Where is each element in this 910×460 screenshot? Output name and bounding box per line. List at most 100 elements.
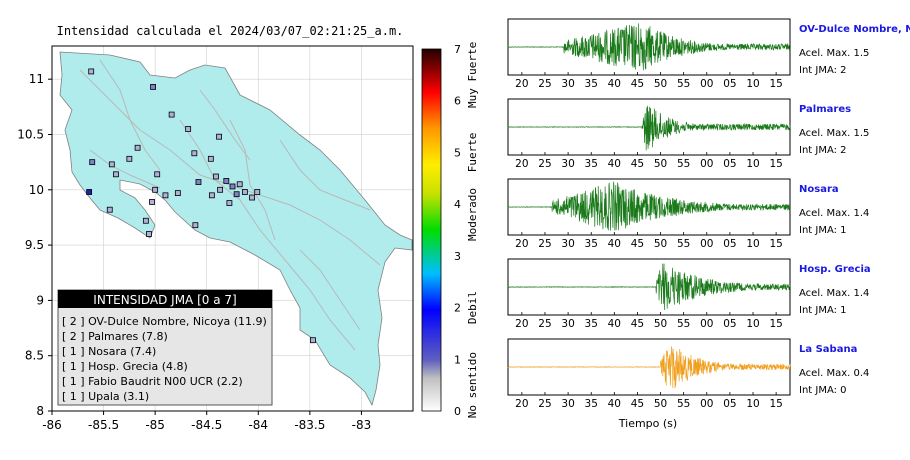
station-marker — [213, 173, 219, 180]
waveform-x-tick-label: 20 — [515, 158, 528, 170]
waveform-x-tick-label: 15 — [769, 238, 782, 250]
colorbar-tick-label: 5 — [454, 146, 461, 159]
waveform-x-tick-label: 30 — [561, 158, 574, 170]
station-marker — [229, 183, 236, 190]
waveform-x-tick-label: 45 — [631, 78, 644, 90]
station-marker — [154, 171, 161, 178]
waveform-x-tick-label: 40 — [608, 238, 621, 250]
waveform-jma-intensity: Int JMA: 1 — [799, 225, 847, 236]
waveform-trace — [507, 346, 791, 389]
map-plot: -86 -85.5 -85 -84.5 -84 -83.5 -83 8 8.5 9 9.5 10 10… — [17, 45, 414, 432]
waveform-panel: 20 25 30 35 40 45 50 55 00 05 10 15 Palmares Acel. Ma… — [507, 98, 869, 170]
station-marker — [150, 84, 156, 90]
waveform-trace — [507, 105, 791, 151]
waveform-trace — [507, 181, 791, 231]
waveform-accel-max: Acel. Max. 0.4 — [799, 368, 869, 379]
station-marker — [106, 206, 113, 213]
waveform-x-tick-label: 25 — [538, 318, 551, 330]
station-marker — [88, 68, 95, 75]
legend-item: [ 2 ] Palmares (7.8) — [62, 330, 168, 343]
waveform-x-tick-label: 05 — [723, 158, 736, 170]
waveform-x-tick-label: 10 — [746, 238, 759, 250]
map-x-tick-label: -83 — [352, 418, 372, 432]
map-y-tick-label: 10.5 — [17, 127, 44, 141]
colorbar-category-label: Moderado — [466, 188, 479, 241]
waveform-x-tick-label: 30 — [561, 238, 574, 250]
station-marker — [241, 189, 248, 195]
waveform-x-tick-label: 45 — [631, 158, 644, 170]
waveform-panel: 20 25 30 35 40 45 50 55 00 05 10 15 OV-Dulce Nombre,… — [507, 18, 910, 90]
waveform-x-tick-label: 00 — [700, 158, 713, 170]
waveform-x-tick-label: 00 — [700, 78, 713, 90]
colorbar-tick-label: 3 — [454, 250, 461, 263]
map-y-axis: 8 8.5 9 9.5 10 10.5 11 — [17, 72, 52, 418]
waveform-x-tick-label: 15 — [769, 318, 782, 330]
station-marker — [113, 171, 119, 178]
waveform-x-tick-label: 30 — [561, 318, 574, 330]
waveform-x-label: Tiempo (s) — [618, 417, 677, 430]
colorbar-tick-label: 1 — [454, 353, 461, 366]
legend-header — [58, 290, 272, 308]
waveform-x-tick-label: 40 — [608, 158, 621, 170]
waveform-x-tick-label: 10 — [746, 318, 759, 330]
waveform-x-tick-label: 20 — [515, 238, 528, 250]
waveform-jma-intensity: Int JMA: 2 — [799, 65, 847, 76]
waveform-panel: 20 25 30 35 40 45 50 55 00 05 10 15 Hosp. Grecia Acel… — [507, 258, 871, 330]
costa-rica-land — [59, 51, 413, 407]
waveform-jma-intensity: Int JMA: 2 — [799, 145, 847, 156]
waveform-accel-max: Acel. Max. 1.4 — [799, 288, 869, 299]
waveform-accel-max: Acel. Max. 1.4 — [799, 208, 869, 219]
legend-item: [ 2 ] OV-Dulce Nombre, Nicoya (11.9) — [62, 315, 267, 328]
map-x-tick-label: -85.5 — [88, 418, 119, 432]
waveform-jma-intensity: Int JMA: 1 — [799, 305, 847, 316]
map-x-tick-label: -84.5 — [191, 418, 222, 432]
map-frame — [51, 45, 414, 412]
station-marker — [108, 161, 115, 168]
map-x-tick-label: -83.5 — [294, 418, 325, 432]
waveform-x-tick-label: 35 — [585, 318, 598, 330]
waveform-x-tick-label: 05 — [723, 318, 736, 330]
waveform-x-tick-label: 25 — [538, 238, 551, 250]
waveform-station-name: La Sabana — [799, 344, 857, 355]
station-marker — [217, 186, 224, 193]
waveform-x-tick-label: 05 — [723, 238, 736, 250]
map-y-tick-label: 11 — [29, 72, 44, 86]
waveform-accel-max: Acel. Max. 1.5 — [799, 128, 869, 139]
waveform-x-tick-label: 55 — [677, 318, 690, 330]
waveform-x-tick-label: 55 — [677, 158, 690, 170]
waveform-x-tick-label: 55 — [677, 398, 690, 410]
station-marker — [236, 181, 243, 188]
station-marker — [149, 199, 155, 205]
station-markers — [86, 68, 316, 344]
waveform-x-tick-label: 25 — [538, 158, 551, 170]
waveform-x-tick-label: 50 — [654, 398, 667, 410]
road-network — [79, 59, 381, 351]
waveform-x-tick-label: 00 — [700, 238, 713, 250]
waveform-x-tick-label: 25 — [538, 78, 551, 90]
waveform-accel-max: Acel. Max. 1.5 — [799, 48, 869, 59]
colorbar-tick-label: 4 — [454, 198, 461, 211]
station-marker — [208, 192, 215, 199]
waveform-x-tick-label: 30 — [561, 78, 574, 90]
waveform-x-tick-label: 15 — [769, 78, 782, 90]
colorbar-tick-label: 0 — [454, 405, 461, 418]
waveform-x-tick-label: 40 — [608, 78, 621, 90]
colorbar-labels: No sentido Debil Moderado Fuerte Muy Fuerte — [466, 42, 479, 419]
waveform-x-tick-label: 45 — [631, 318, 644, 330]
station-marker — [185, 126, 192, 132]
legend-item: [ 1 ] Fabio Baudrit N00 UCR (2.2) — [62, 375, 243, 388]
station-marker — [195, 179, 202, 185]
station-marker — [223, 178, 230, 184]
waveform-x-tick-label: 10 — [746, 158, 759, 170]
station-marker — [192, 222, 199, 229]
waveform-x-tick-label: 40 — [608, 398, 621, 410]
colorbar-gradient — [421, 48, 442, 412]
waveform-x-tick-label: 10 — [746, 78, 759, 90]
station-marker — [233, 191, 240, 198]
waveform-x-tick-label: 50 — [654, 158, 667, 170]
waveform-station-name: Palmares — [799, 104, 851, 115]
waveform-x-tick-label: 20 — [515, 398, 528, 410]
station-marker — [310, 337, 316, 344]
waveform-x-tick-label: 15 — [769, 158, 782, 170]
station-marker — [152, 186, 159, 193]
